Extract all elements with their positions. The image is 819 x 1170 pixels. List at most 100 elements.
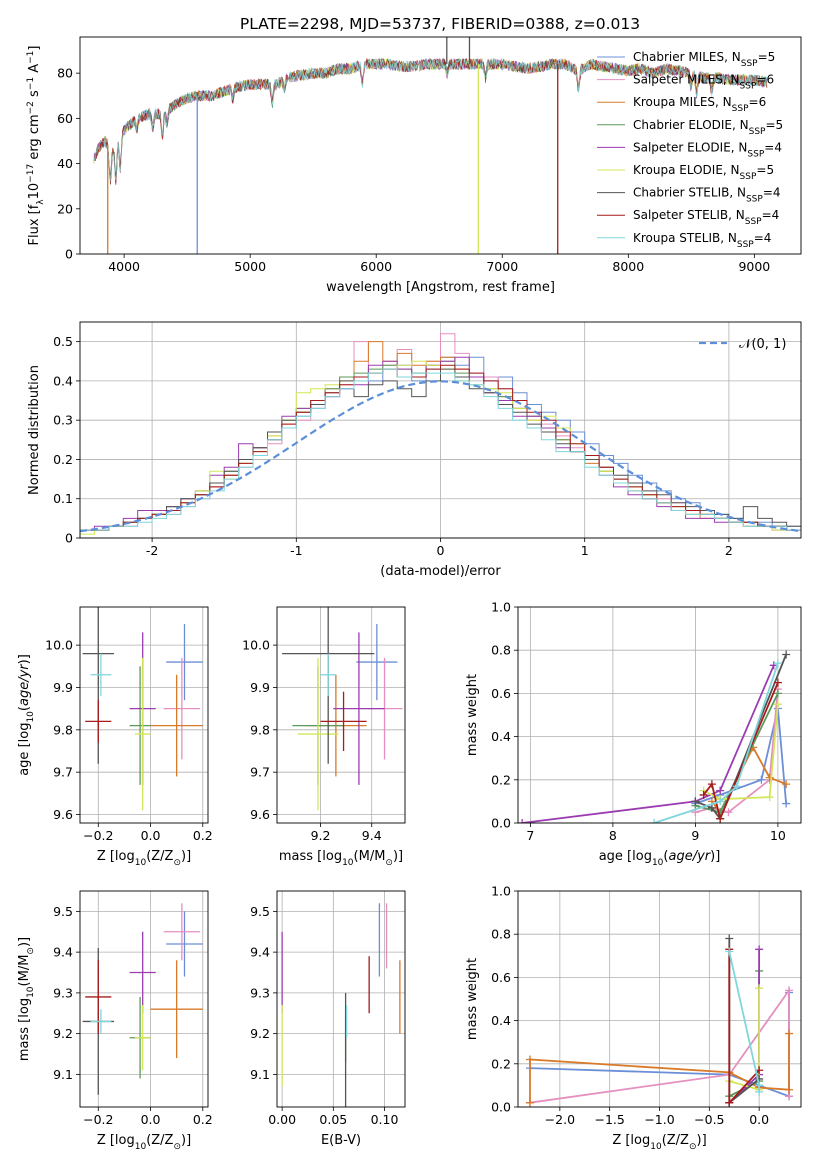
axes-frame — [79, 890, 209, 1108]
x-tick-label: 9000 — [738, 259, 770, 274]
panel-4: 9.2 9.4 9.6 9.7 9.8 9.9 10.0 mass [log10(M/M⊙)] — [242, 606, 406, 868]
x-axis-label: wavelength [Angstrom, rest frame] — [326, 280, 555, 295]
y-axis-label: Flux [fλ10−17 erg cm−2 s−1 A−1] — [26, 46, 46, 246]
weight-marker — [782, 799, 791, 808]
normal-curve — [80, 380, 801, 533]
panel-2: -2 -1 0 1 2 0 0.1 0.2 0.3 0.4 0.5 (data-model)/erro… — [27, 321, 802, 579]
errorbar-point — [163, 657, 201, 760]
x-tick-label: 4000 — [108, 259, 140, 274]
weight-marker — [525, 1055, 534, 1064]
y-axis-label: mass [log10(M/M⊙)] — [17, 937, 36, 1061]
y-tick-label: 9.8 — [53, 722, 73, 737]
x-tick-label: 0 — [437, 543, 445, 558]
errorbar-point — [320, 691, 367, 751]
weight-marker — [765, 793, 774, 802]
legend: Chabrier MILES, NSSP=5 Salpeter MILES, NS… — [597, 50, 783, 250]
y-axis-label: mass weight — [465, 958, 480, 1040]
y-tick-label: 9.2 — [53, 1026, 73, 1041]
figure-title: PLATE=2298, MJD=53737, FIBERID=0388, z=0… — [240, 15, 640, 33]
y-tick-label: 9.8 — [250, 722, 270, 737]
weight-marker — [765, 773, 774, 782]
panel-6: −0.2 0.0 0.2 9.1 9.2 9.3 9.4 9.5 Z [log10(Z/Z⊙)]… — [17, 890, 213, 1152]
weight-marker — [716, 814, 725, 823]
x-tick-label: −2.0 — [545, 1112, 575, 1127]
x-tick-label: 0.0 — [141, 1112, 161, 1127]
panel-3: −0.2 0.0 0.2 9.6 9.7 9.8 9.9 10.0 Z [log10(Z/Z⊙)… — [17, 606, 213, 868]
weight-marker — [755, 945, 764, 954]
plot-area — [93, 37, 768, 254]
y-tick-label: 9.7 — [250, 765, 270, 780]
x-tick-label: −0.2 — [83, 828, 113, 843]
weight-series — [518, 661, 778, 823]
weight-marker — [785, 1029, 794, 1038]
y-tick-label: 40 — [57, 156, 73, 171]
errorbar-point — [320, 653, 336, 696]
y-tick-label: 0 — [65, 531, 73, 546]
axes-frame — [79, 606, 209, 824]
y-tick-label: 9.5 — [250, 904, 270, 919]
weight-marker — [755, 984, 764, 993]
panel-7: 0.00 0.05 0.10 9.1 9.2 9.3 9.4 9.5 E(B-V) — [250, 890, 406, 1148]
axes-frame — [276, 606, 406, 824]
y-tick-label: 0.6 — [491, 686, 511, 701]
x-axis-label: (data-model)/error — [380, 564, 501, 579]
y-axis-label: Normed distribution — [27, 365, 42, 495]
x-tick-label: −0.2 — [83, 1112, 113, 1127]
y-tick-label: 0.0 — [491, 816, 511, 831]
spectrum-line — [93, 57, 768, 182]
x-tick-label: 8 — [609, 828, 617, 843]
x-tick-label: 0.10 — [371, 1112, 399, 1127]
weight-marker — [732, 782, 741, 791]
y-tick-label: 0.4 — [491, 729, 511, 744]
y-tick-label: 0.2 — [53, 452, 73, 467]
legend-label: Kroupa MILES, NSSP=6 — [633, 95, 766, 114]
errorbar-point — [134, 1005, 151, 1071]
weight-marker — [757, 775, 766, 784]
y-tick-label: 9.4 — [53, 945, 73, 960]
y-tick-label: 9.1 — [250, 1067, 270, 1082]
x-tick-label: -1 — [290, 543, 302, 558]
plot-area — [281, 903, 401, 1107]
y-tick-label: 0.8 — [491, 643, 511, 658]
errorbar-point — [166, 623, 203, 701]
y-tick-label: 9.6 — [53, 807, 73, 822]
weight-marker — [725, 947, 734, 956]
errorbar-point — [85, 960, 112, 1034]
y-tick-label: 9.5 — [53, 904, 73, 919]
weight-series — [650, 659, 782, 823]
panel-5: 7 8 9 10 0.0 0.2 0.4 0.6 0.8 1.0 age [log10(age/yr… — [465, 600, 802, 868]
errorbar-point — [129, 666, 151, 785]
weight-marker — [716, 786, 725, 795]
plot-area — [282, 607, 403, 811]
x-tick-label: 0.2 — [193, 1112, 213, 1127]
x-tick-label: 9 — [691, 828, 699, 843]
y-axis-label: mass weight — [465, 674, 480, 756]
x-tick-label: 7000 — [486, 259, 518, 274]
weight-marker — [782, 650, 791, 659]
legend-label: Chabrier MILES, NSSP=5 — [633, 50, 775, 69]
grid — [518, 606, 801, 824]
errorbar-point — [90, 653, 112, 696]
y-tick-label: 1.0 — [491, 884, 511, 899]
plot-area — [82, 903, 203, 1095]
y-tick-label: 0.6 — [491, 970, 511, 985]
x-tick-label: 9.2 — [311, 828, 331, 843]
errorbar-point — [356, 623, 398, 701]
weight-marker — [773, 659, 782, 668]
errorbar-point — [333, 632, 385, 785]
x-tick-label: 1 — [581, 543, 589, 558]
axes-frame — [79, 36, 802, 255]
y-tick-label: 9.9 — [53, 680, 73, 695]
y-tick-label: 9.9 — [250, 680, 270, 695]
weight-marker — [691, 797, 700, 806]
x-tick-label: 0.05 — [319, 1112, 347, 1127]
errorbar-point — [163, 903, 201, 961]
weight-series — [725, 947, 764, 1096]
weight-line — [728, 951, 760, 1092]
weight-line — [529, 1033, 790, 1103]
y-tick-label: 9.3 — [250, 985, 270, 1000]
legend-label: Chabrier STELIB, NSSP=4 — [633, 186, 781, 205]
y-tick-label: 0.2 — [491, 1056, 511, 1071]
grid — [80, 891, 208, 1107]
